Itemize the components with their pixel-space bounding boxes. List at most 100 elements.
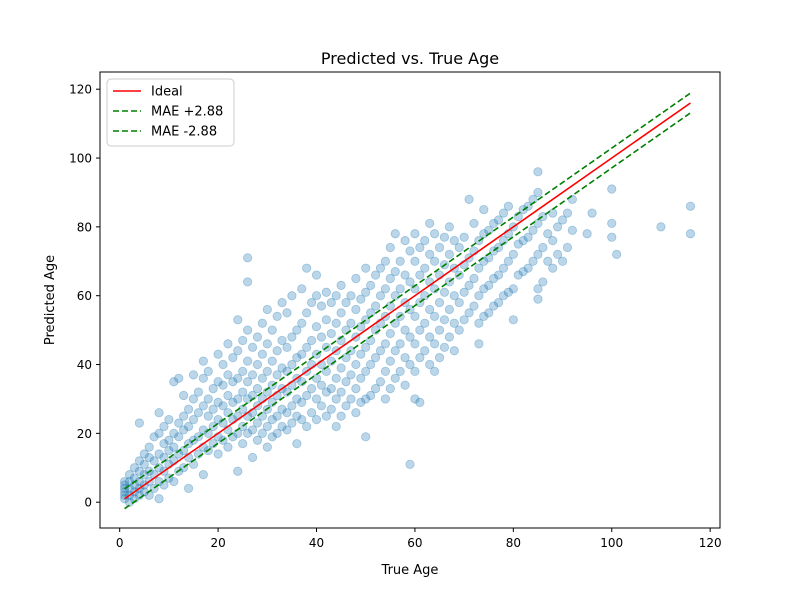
scatter-point [134, 456, 144, 466]
scatter-point [538, 277, 548, 287]
scatter-point [331, 421, 341, 432]
scatter-point [331, 318, 341, 328]
scatter-point [267, 325, 277, 335]
scatter-point [233, 394, 243, 404]
scatter-point [233, 373, 243, 383]
mae-plus-line [124, 92, 691, 490]
scatter-point [326, 384, 336, 394]
scatter-point [351, 273, 361, 284]
x-axis-ticks: 0 20 40 60 80 100 120 [116, 528, 722, 550]
scatter-point [208, 404, 218, 414]
scatter-point [238, 366, 248, 377]
scatter-point [306, 335, 317, 346]
scatter-point [390, 267, 400, 277]
scatter-point [518, 267, 528, 277]
scatter-point [513, 239, 523, 249]
scatter-point [356, 349, 366, 359]
scatter-point [444, 304, 454, 315]
scatter-point [395, 256, 405, 266]
scatter-point [434, 242, 445, 253]
scatter-point [297, 284, 307, 294]
scatter-point [336, 280, 346, 290]
plot-area-frame [99, 71, 721, 529]
scatter-point [302, 342, 312, 352]
scatter-point [474, 263, 484, 273]
scatter-point [257, 318, 267, 328]
scatter-point [415, 242, 425, 253]
scatter-point [183, 404, 194, 414]
scatter-point [523, 232, 533, 242]
mae-minus-line [124, 112, 691, 510]
scatter-point [282, 308, 292, 318]
scatter-point [238, 439, 248, 449]
scatter-point [493, 270, 504, 280]
scatter-point [243, 325, 253, 335]
scatter-point [198, 401, 208, 411]
scatter-point [518, 236, 528, 246]
scatter-point [385, 356, 395, 366]
scatter-point [410, 366, 420, 377]
scatter-point [346, 394, 356, 404]
scatter-point [149, 432, 159, 442]
scatter-point [415, 325, 425, 335]
scatter-point [400, 325, 410, 335]
scatter-point [311, 322, 322, 332]
scatter-point [316, 401, 327, 411]
scatter-point [513, 270, 523, 280]
scatter-point [420, 263, 430, 273]
scatter-point [469, 301, 479, 311]
scatter-point [366, 359, 376, 370]
scatter-point [262, 421, 272, 432]
scatter-point [449, 318, 459, 328]
scatter-point [139, 459, 149, 469]
scatter-point [375, 346, 386, 356]
scatter-point [223, 339, 233, 349]
reference-lines [124, 92, 691, 510]
x-tick-label: 20 [210, 536, 225, 550]
scatter-point [154, 449, 164, 459]
scatter-point [548, 236, 558, 246]
scatter-point [272, 428, 282, 438]
scatter-point [262, 442, 272, 452]
scatter-point [489, 301, 499, 311]
scatter-point [356, 373, 366, 383]
scatter-point [410, 311, 420, 321]
scatter-point [449, 291, 459, 301]
scatter-point [188, 370, 199, 380]
scatter-point [277, 335, 287, 346]
scatter-point [370, 301, 381, 311]
scatter-point [238, 335, 248, 346]
scatter-point [341, 377, 351, 387]
scatter-point [444, 249, 454, 259]
scatter-point [238, 387, 248, 397]
scatter-point [538, 242, 548, 253]
scatter-point [213, 349, 223, 359]
x-tick-label: 80 [506, 536, 521, 550]
scatter-point [233, 466, 243, 476]
scatter-point [223, 442, 233, 452]
scatter-point [336, 308, 346, 318]
scatter-point [336, 363, 346, 373]
scatter-point [361, 432, 371, 442]
scatter-point [336, 411, 346, 421]
x-tick-label: 120 [699, 536, 722, 550]
scatter-point [252, 418, 263, 428]
scatter-point [277, 363, 287, 373]
scatter-point [218, 401, 228, 411]
scatter-point [311, 291, 322, 301]
scatter-point [425, 304, 435, 315]
scatter-point [449, 236, 459, 246]
scatter-point [262, 366, 272, 377]
scatter-point [454, 242, 464, 253]
scatter-point [179, 425, 189, 435]
scatter-point [203, 411, 213, 421]
scatter-point [434, 297, 445, 308]
scatter-point [429, 366, 440, 377]
scatter-point [356, 294, 366, 304]
scatter-point [316, 301, 327, 311]
scatter-point [188, 394, 199, 404]
scatter-point [316, 380, 327, 390]
scatter-point [390, 229, 400, 239]
scatter-point [139, 449, 149, 459]
scatter-point [149, 456, 159, 466]
